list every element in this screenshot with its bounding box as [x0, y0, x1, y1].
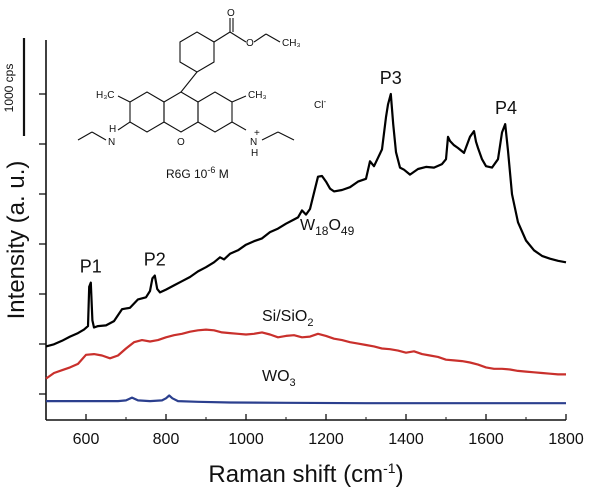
x-tick-label: 1000: [228, 431, 264, 448]
mol-n-left: N: [108, 137, 115, 148]
mol-bond: [253, 33, 267, 43]
x-tick-label: 1200: [308, 431, 344, 448]
x-tick-label: 1800: [548, 431, 584, 448]
mol-bond: [277, 131, 295, 141]
mol-o-carbonyl: O: [227, 8, 235, 19]
x-tick-label: 800: [153, 431, 180, 448]
mol-counterion: Cl-: [314, 97, 326, 111]
mol-bond: [265, 33, 281, 43]
x-axis-title: Raman shift (cm-1): [208, 460, 403, 488]
x-ticks: 600 800 1000 1200 1400 1600 1800: [45, 414, 584, 448]
mol-caption: R6G 10-6 M: [166, 165, 229, 181]
mol-o-ring: O: [177, 137, 185, 148]
series-label-si-sio2: Si/SiO2: [262, 308, 313, 329]
mol-bond: [261, 131, 279, 141]
mol-bond: [231, 121, 247, 131]
plot-frame: [45, 40, 566, 421]
peak-label-p2: P2: [144, 250, 166, 270]
y-axis-title: Intensity (a. u.): [3, 161, 30, 320]
mol-bond: [229, 31, 247, 43]
peak-labels: P1 P2 P3 P4: [80, 68, 517, 277]
mol-ester-ch3: CH₃: [282, 38, 301, 49]
mol-methyl-left: H₃C: [96, 90, 115, 101]
mol-bond: [91, 131, 107, 141]
mol-h-right: H: [251, 148, 258, 159]
series-label-wo3: WO3: [262, 368, 296, 389]
series-line-si-sio2: [45, 328, 566, 380]
series-line-w18o49: [45, 92, 567, 348]
scale-bar: 1000 cps: [2, 38, 26, 136]
x-tick-label: 1400: [388, 431, 424, 448]
mol-bond: [213, 31, 231, 43]
peak-label-p1: P1: [80, 257, 102, 277]
mol-o-ester: O: [246, 38, 254, 49]
mol-n-right: N: [250, 137, 257, 148]
x-tick-label: 600: [73, 431, 100, 448]
scale-bar-label: 1000 cps: [2, 64, 16, 113]
mol-ring-left: [129, 91, 165, 133]
mol-ring-center: [163, 91, 199, 133]
series-layer: [45, 92, 567, 405]
series-label-w18o49: W18O49: [300, 217, 355, 238]
peak-label-p3: P3: [380, 68, 402, 88]
mol-ring-right: [197, 91, 233, 133]
mol-bond: [180, 71, 198, 93]
peak-label-p4: P4: [495, 98, 517, 118]
series-line-wo3: [46, 394, 566, 405]
y-ticks: [39, 93, 46, 395]
mol-methyl-right: CH₃: [248, 90, 267, 101]
mol-bond: [77, 131, 93, 141]
r6g-molecule-drawing: [77, 18, 295, 141]
mol-bond: [117, 95, 131, 103]
mol-h-left: H: [109, 124, 116, 135]
r6g-molecule-labels: O O CH₃ H₃C CH₃ O N H N H + Cl- R6G 10-6…: [96, 8, 326, 181]
mol-ring-top: [179, 31, 215, 73]
mol-bond: [117, 121, 131, 131]
mol-bond: [231, 95, 247, 103]
mol-plus: +: [254, 128, 260, 139]
x-tick-label: 1600: [468, 431, 504, 448]
